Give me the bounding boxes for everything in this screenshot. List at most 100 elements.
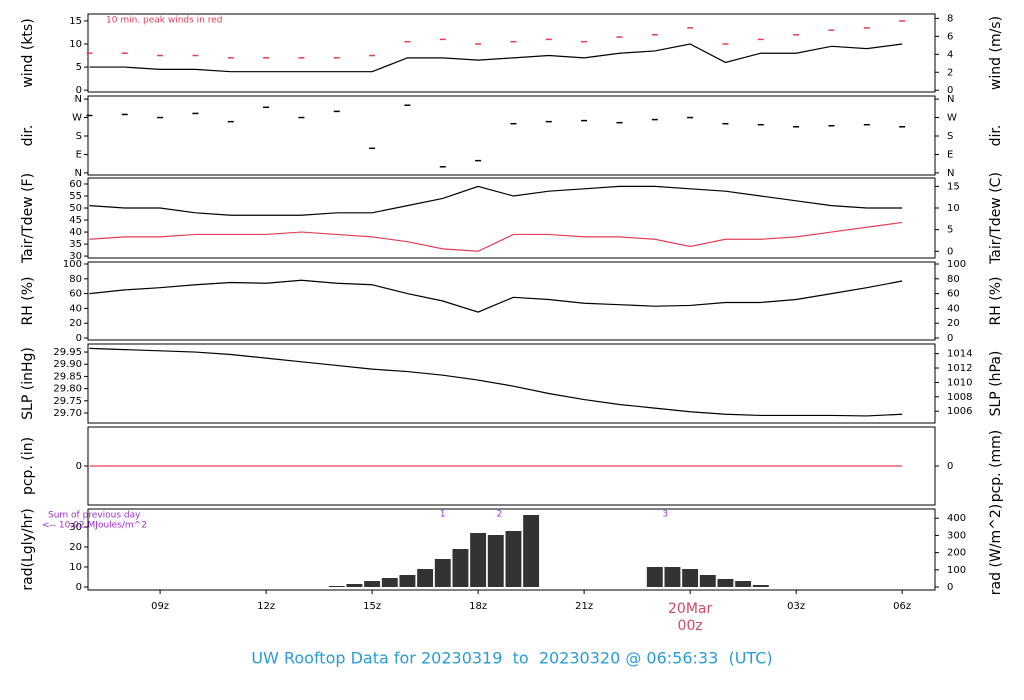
y-tick-label: 20 xyxy=(69,318,82,329)
y-tick-label: 29.95 xyxy=(53,347,82,358)
y-axis-label: dir. xyxy=(20,125,36,147)
y-tick-label: 40 xyxy=(69,227,82,238)
y2-tick-label: 0 xyxy=(947,85,953,96)
x-tick-label: 21z xyxy=(575,601,593,612)
y2-tick-label: 0 xyxy=(947,582,953,593)
x-tick-label: 15z xyxy=(363,601,381,612)
y2-tick-label: 1014 xyxy=(947,349,972,360)
y2-tick-label: 6 xyxy=(947,31,953,42)
bar xyxy=(381,578,398,587)
x-tick-label: 12z xyxy=(257,601,275,612)
y2-tick-label: 400 xyxy=(947,513,966,524)
y-tick-label: 80 xyxy=(69,274,82,285)
y2-tick-label: 300 xyxy=(947,530,966,541)
bar xyxy=(328,586,345,587)
line xyxy=(89,185,903,216)
x-tick-label: 06z xyxy=(893,601,911,612)
y-tick-label: 60 xyxy=(69,179,82,190)
event-label: 2 xyxy=(496,510,502,520)
y-axis-label: rad(Lgly/hr) xyxy=(20,508,36,590)
y2-tick-label: 0 xyxy=(947,246,953,257)
y-tick-label: 29.70 xyxy=(53,408,82,419)
y2-tick-label: 2 xyxy=(947,67,953,78)
y2-tick-label: 5 xyxy=(947,225,953,236)
y-tick-label: 0 xyxy=(76,333,82,344)
y2-tick-label: E xyxy=(947,149,953,160)
y2-tick-label: N xyxy=(947,168,954,179)
y2-axis-label: RH (%) xyxy=(988,277,1004,326)
bar xyxy=(434,559,451,587)
event-label: 3 xyxy=(663,510,669,520)
annotation: Sum of previous day xyxy=(48,511,141,521)
y-tick-label: 55 xyxy=(69,191,82,202)
y2-tick-label: W xyxy=(947,113,957,124)
bar xyxy=(417,569,434,587)
x-tick-label: 18z xyxy=(469,601,487,612)
x-tick-label: 09z xyxy=(151,601,169,612)
y-tick-label: 10 xyxy=(69,39,82,50)
event-label: 1 xyxy=(440,510,446,520)
y-tick-label: 40 xyxy=(69,303,82,314)
line xyxy=(89,221,903,252)
y2-tick-label: 20 xyxy=(947,318,960,329)
y-tick-label: 0 xyxy=(76,461,82,472)
y2-tick-label: 1010 xyxy=(947,377,972,388)
y-tick-label: 100 xyxy=(63,259,82,270)
y-tick-label: 60 xyxy=(69,289,82,300)
x-tick-label: 03z xyxy=(787,601,805,612)
panel-frame xyxy=(87,261,936,341)
bar xyxy=(717,579,734,587)
y-tick-label: 0 xyxy=(76,85,82,96)
y-tick-label: 29.75 xyxy=(53,396,82,407)
chart-title: UW Rooftop Data for 20230319 to 20230320… xyxy=(251,649,772,668)
y2-tick-label: 100 xyxy=(947,259,966,270)
bar xyxy=(470,533,487,587)
y2-tick-label: 60 xyxy=(947,289,960,300)
y-tick-label: 30 xyxy=(69,522,82,533)
y2-tick-label: 0 xyxy=(947,333,953,344)
y2-tick-label: 15 xyxy=(947,181,960,192)
y-axis-label: pcp. (in) xyxy=(20,437,36,495)
line xyxy=(89,279,903,313)
x-tick-label: 00z xyxy=(678,618,703,634)
bar xyxy=(735,581,752,587)
y2-tick-label: 200 xyxy=(947,548,966,559)
y2-tick-label: 40 xyxy=(947,303,960,314)
y2-tick-label: 4 xyxy=(947,49,953,60)
y2-axis-label: Tair/Tdew (C) xyxy=(988,172,1004,265)
y2-axis-label: dir. xyxy=(988,125,1004,147)
bar xyxy=(346,584,363,587)
y-axis-label: wind (kts) xyxy=(20,18,36,87)
bar xyxy=(682,569,699,587)
y2-axis-label: rad (W/m^2) xyxy=(988,504,1004,595)
y2-tick-label: 0 xyxy=(947,461,953,472)
y-axis-label: SLP (inHg) xyxy=(20,347,36,420)
bar xyxy=(487,535,504,587)
y-tick-label: 30 xyxy=(69,251,82,262)
bar xyxy=(452,549,469,587)
y-tick-label: 29.80 xyxy=(53,384,82,395)
bar xyxy=(505,531,522,587)
y2-tick-label: 80 xyxy=(947,274,960,285)
y2-axis-label: wind (m/s) xyxy=(988,16,1004,90)
y2-tick-label: S xyxy=(947,131,953,142)
y2-tick-label: 8 xyxy=(947,13,953,24)
annotation: 10 min. peak winds in red xyxy=(106,16,223,26)
y-tick-label: W xyxy=(72,113,82,124)
bar xyxy=(399,575,416,587)
y-tick-label: 50 xyxy=(69,203,82,214)
panel-frame xyxy=(87,508,936,591)
panel-frame xyxy=(87,95,936,176)
annotation: <-- 10.02 MJoules/m^2 xyxy=(42,521,147,531)
y-tick-label: S xyxy=(76,131,82,142)
y2-tick-label: 1012 xyxy=(947,363,972,374)
y-tick-label: N xyxy=(75,94,82,105)
y2-tick-label: 1008 xyxy=(947,392,972,403)
y2-tick-label: 10 xyxy=(947,203,960,214)
y-tick-label: 5 xyxy=(76,62,82,73)
y-tick-label: 29.85 xyxy=(53,371,82,382)
y-axis-label: RH (%) xyxy=(20,277,36,326)
bar xyxy=(699,575,716,587)
